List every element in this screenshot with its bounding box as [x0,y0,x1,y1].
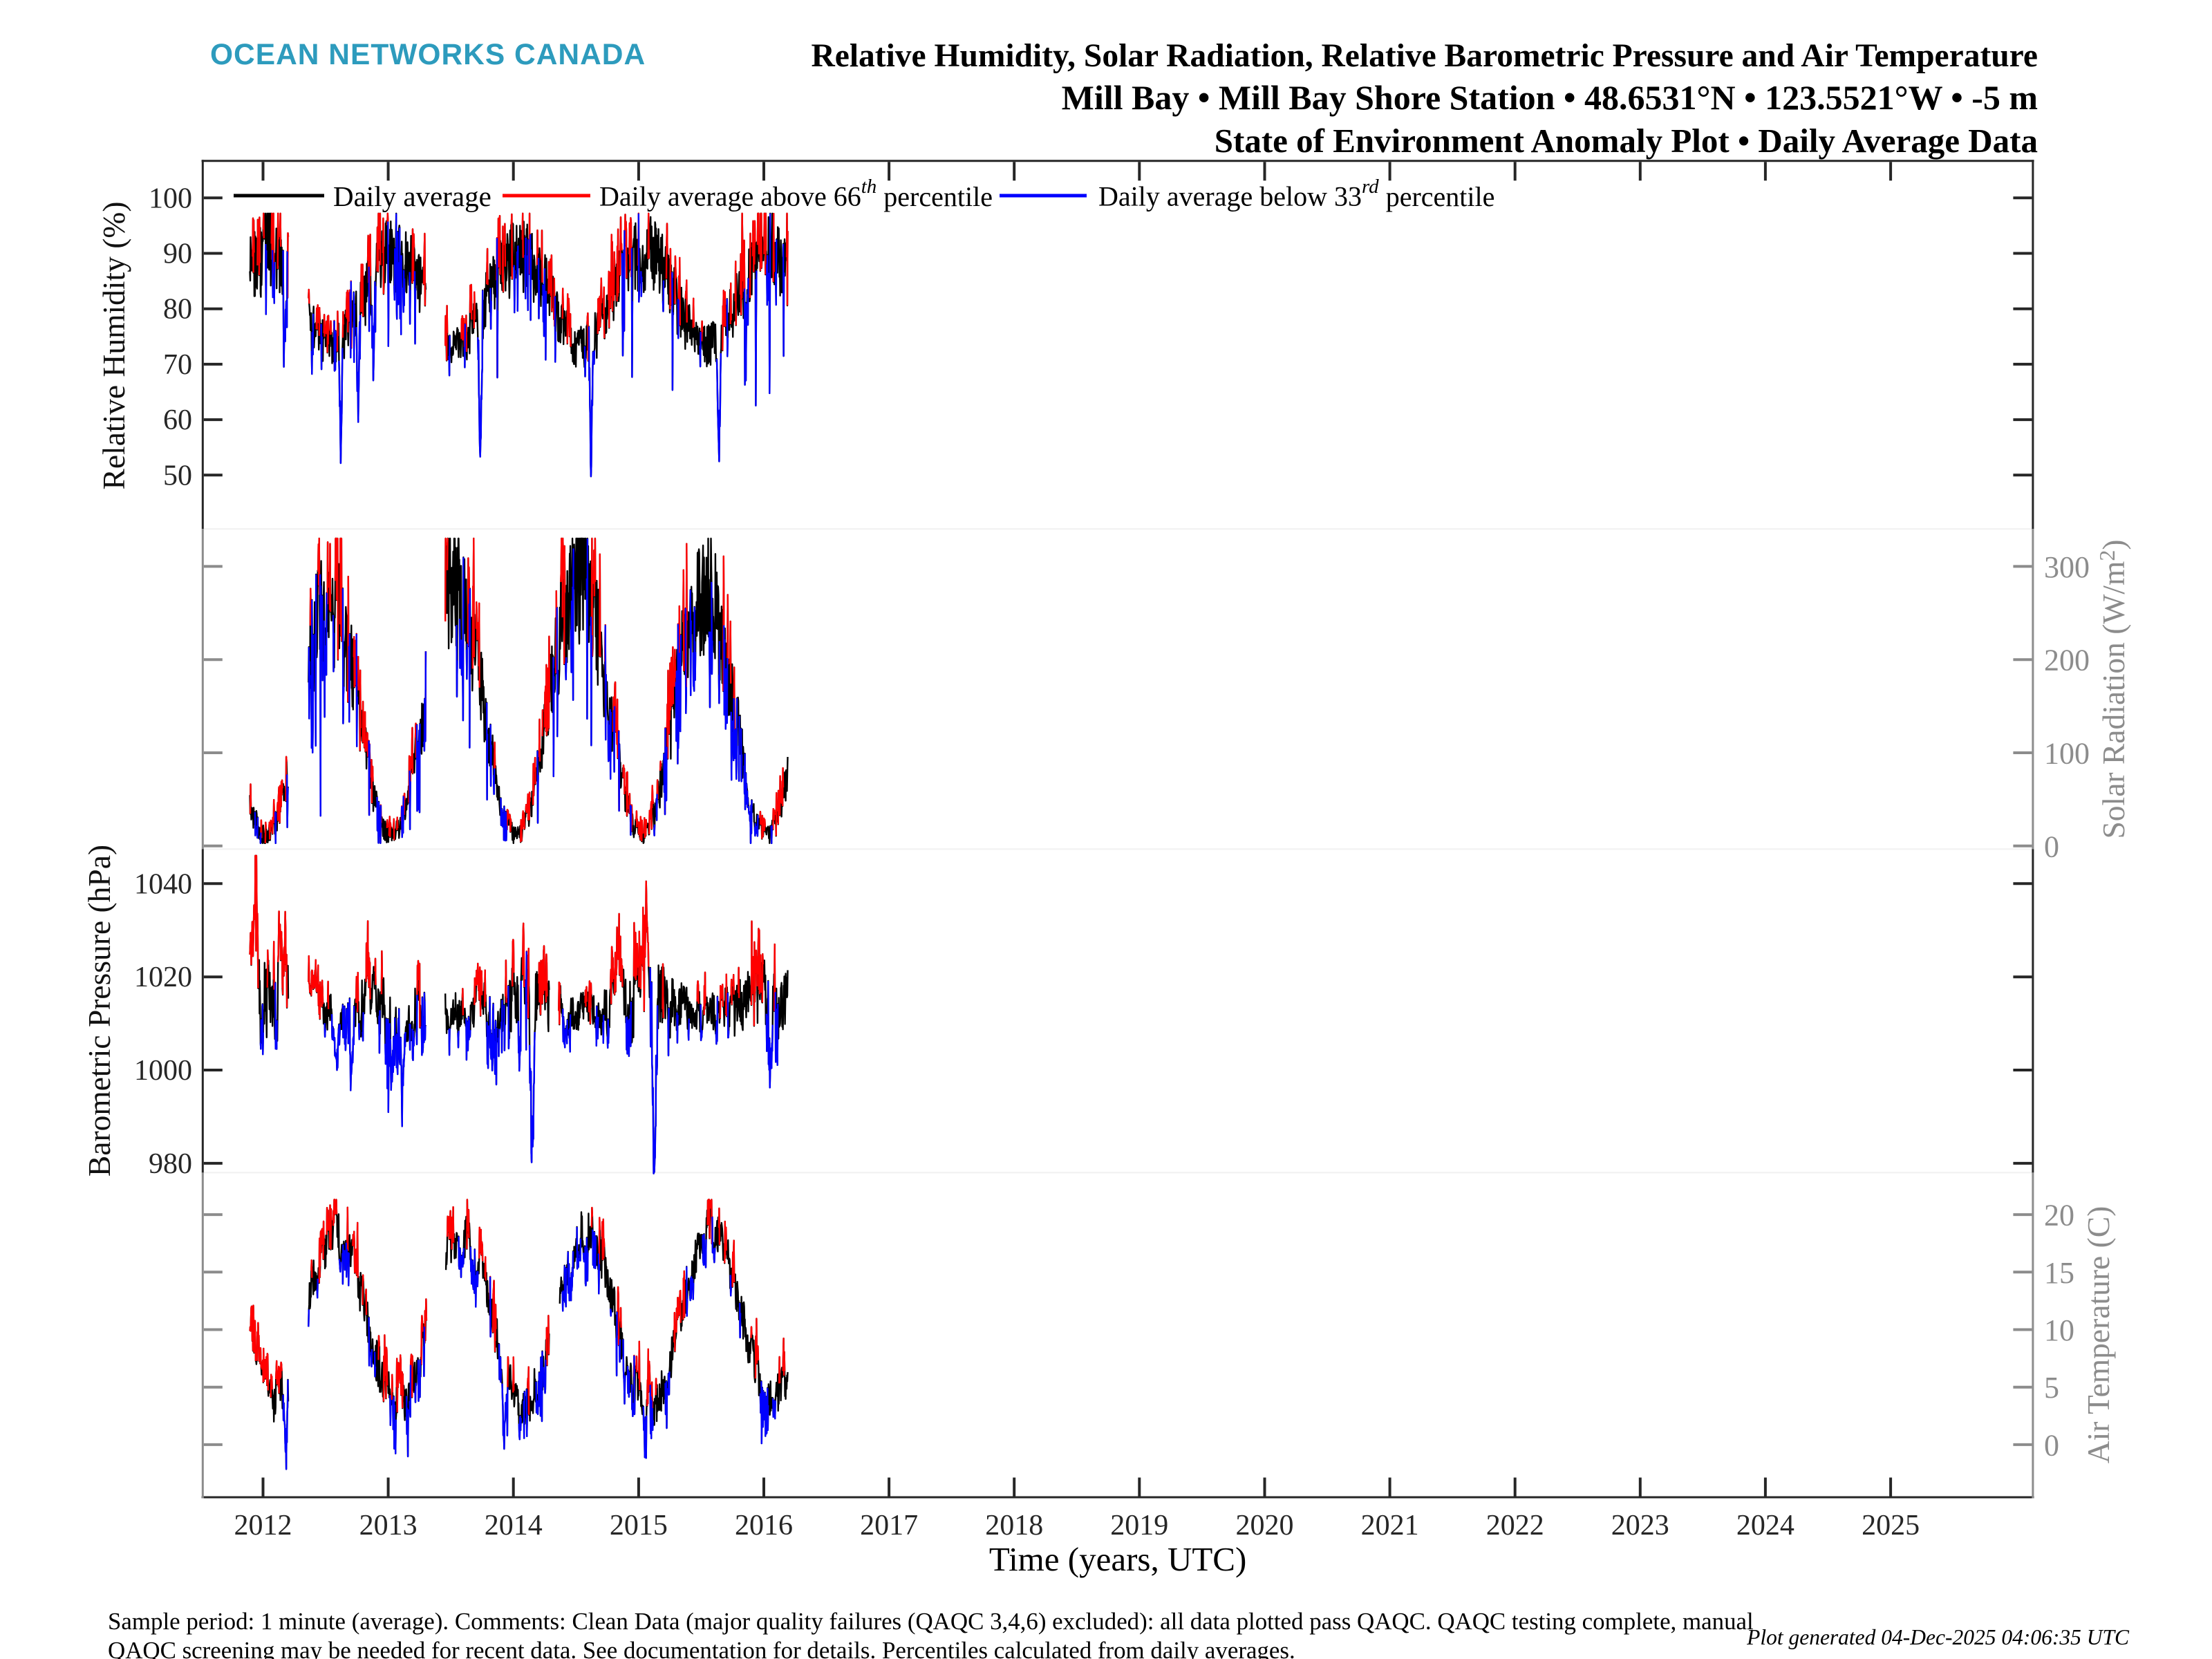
svg-text:2022: 2022 [1486,1510,1544,1541]
svg-text:2020: 2020 [1236,1510,1294,1541]
svg-text:2017: 2017 [860,1510,918,1541]
svg-text:980: 980 [149,1148,192,1180]
svg-text:0: 0 [2044,1428,2059,1462]
svg-text:300: 300 [2044,550,2090,584]
svg-text:Air Temperature (C): Air Temperature (C) [2081,1206,2116,1463]
svg-text:2024: 2024 [1736,1510,1794,1541]
svg-text:2015: 2015 [610,1510,668,1541]
svg-text:90: 90 [163,238,192,270]
svg-text:2012: 2012 [234,1510,292,1541]
svg-text:Daily average above 66th perce: Daily average above 66th percentile [599,176,993,212]
svg-text:Solar Radiation (W/m2): Solar Radiation (W/m2) [2094,540,2131,839]
svg-text:OCEAN NETWORKS CANADA: OCEAN NETWORKS CANADA [210,39,646,71]
svg-text:Barometric Pressure (hPa): Barometric Pressure (hPa) [82,845,117,1177]
svg-text:Plot generated 04-Dec-2025 04:: Plot generated 04-Dec-2025 04:06:35 UTC [1746,1625,2130,1649]
svg-text:100: 100 [2044,737,2090,771]
svg-text:80: 80 [163,294,192,326]
svg-text:60: 60 [163,404,192,436]
svg-text:15: 15 [2044,1256,2074,1290]
svg-text:1020: 1020 [134,962,192,993]
svg-text:50: 50 [163,460,192,491]
svg-text:200: 200 [2044,644,2090,677]
svg-text:QAQC screening may be needed f: QAQC screening may be needed for recent … [108,1637,1295,1659]
svg-text:Relative Humidity, Solar Radia: Relative Humidity, Solar Radiation, Rela… [811,38,2038,74]
svg-text:2023: 2023 [1611,1510,1669,1541]
svg-text:2018: 2018 [985,1510,1043,1541]
svg-text:2025: 2025 [1862,1510,1920,1541]
svg-text:2019: 2019 [1110,1510,1168,1541]
svg-text:1040: 1040 [134,868,192,900]
svg-text:State of Environment Anomaly P: State of Environment Anomaly Plot • Dail… [1215,122,2038,160]
svg-text:5: 5 [2044,1371,2059,1405]
svg-text:2021: 2021 [1361,1510,1419,1541]
svg-text:Mill Bay • Mill Bay Shore Stat: Mill Bay • Mill Bay Shore Station • 48.6… [1062,78,2038,117]
svg-text:70: 70 [163,349,192,381]
svg-text:Daily average: Daily average [333,180,491,212]
svg-text:0: 0 [2044,830,2059,863]
svg-text:10: 10 [2044,1313,2074,1347]
svg-text:2014: 2014 [485,1510,543,1541]
svg-text:Daily average below 33rd perce: Daily average below 33rd percentile [1098,176,1494,212]
svg-text:2016: 2016 [735,1510,793,1541]
svg-text:2013: 2013 [359,1510,418,1541]
svg-text:Time (years, UTC): Time (years, UTC) [989,1540,1246,1578]
svg-text:Sample period: 1 minute (avera: Sample period: 1 minute (average). Comme… [108,1608,1754,1635]
svg-text:20: 20 [2044,1199,2074,1232]
svg-text:Relative Humidity (%): Relative Humidity (%) [96,202,131,490]
svg-text:100: 100 [149,182,192,214]
svg-text:1000: 1000 [134,1055,192,1087]
